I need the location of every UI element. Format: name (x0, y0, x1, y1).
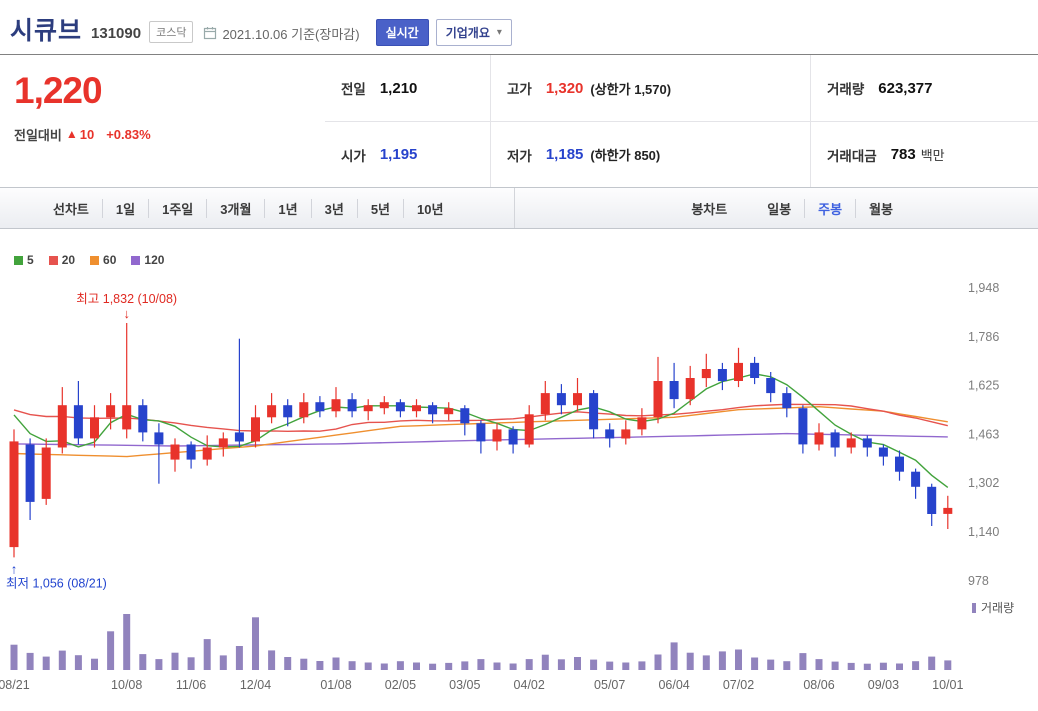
field-high: 고가 1,320 (상한가 1,570) (490, 55, 810, 121)
svg-text:04/02: 04/02 (514, 678, 545, 692)
ma5-legend-item: 5 (14, 253, 34, 267)
high-value: 1,320 (545, 79, 584, 97)
price-info-panel: 1,220 전일대비 ▲ 10 +0.83% 전일 1,210 고가 1,320… (0, 54, 1038, 187)
svg-text:1,302: 1,302 (968, 476, 999, 490)
stock-chart[interactable]: 978 1,140 1,302 1,463 1,625 1,786 1,948 08/21 10… (0, 273, 1038, 698)
period-tabs: 선차트 1일 1주일 3개월 1년 3년 5년 10년 (0, 188, 516, 228)
field-low: 저가 1,185 (하한가 850) (490, 121, 810, 187)
period-tab-5year[interactable]: 5년 (356, 198, 403, 218)
change-value: 10 (79, 126, 95, 142)
low-label: 저가 (507, 148, 532, 164)
chevron-down-icon: ▾ (496, 26, 502, 38)
svg-text:05/07: 05/07 (594, 678, 625, 692)
candle-tabs: 봉차트 일봉 주봉 월봉 (678, 188, 1038, 228)
calendar-icon (203, 26, 217, 40)
period-tab-3year[interactable]: 3년 (310, 198, 357, 218)
ma120-color-swatch (131, 255, 141, 265)
lower-limit: (하한가 850) (590, 148, 661, 163)
field-open: 시가 1,195 (325, 121, 490, 187)
price-change-row: 전일대비 ▲ 10 +0.83% (14, 125, 325, 144)
upper-limit: (상한가 1,570) (590, 81, 672, 97)
chart-section: 5 20 60 120 978 1,140 1,302 1,463 1,625 1,786… (0, 253, 1038, 698)
period-tab-1year[interactable]: 1년 (264, 198, 310, 218)
svg-text:1,463: 1,463 (968, 428, 999, 442)
stock-name: 시큐브 (10, 17, 83, 45)
svg-text:↓: ↓ (123, 306, 130, 321)
prev-close-value: 1,210 (379, 79, 418, 97)
ma120-legend-item: 120 (131, 253, 164, 267)
ma5-color-swatch (14, 255, 23, 265)
reference-date: 2021.10.06 기준(장마감) (222, 26, 360, 42)
ma-legend: 5 20 60 120 (14, 253, 1038, 267)
realtime-button[interactable]: 실시간 (375, 18, 429, 46)
svg-text:↑: ↑ (11, 561, 18, 576)
open-label: 시가 (341, 148, 366, 164)
high-label: 고가 (507, 82, 532, 97)
prev-close-label: 전일 (341, 82, 366, 97)
chart-tab-bar: 선차트 1일 1주일 3개월 1년 3년 5년 10년 봉차트 일봉 주봉 월봉 (0, 187, 1038, 229)
candle-chart-label[interactable]: 봉차트 (691, 201, 728, 217)
market-badge-kosdaq: 코스닥 (149, 21, 194, 43)
price-fields-grid: 전일 1,210 고가 1,320 (상한가 1,570) 거래량 623,37… (325, 55, 1038, 187)
ma20-legend-item: 20 (48, 253, 76, 267)
svg-text:09/03: 09/03 (868, 678, 899, 692)
ma60-color-swatch (90, 255, 100, 265)
svg-text:08/21: 08/21 (0, 678, 30, 692)
svg-text:11/06: 11/06 (176, 678, 206, 692)
stock-code: 131090 (91, 24, 142, 42)
svg-text:978: 978 (968, 574, 989, 588)
trade-value-label: 거래대금 (827, 148, 877, 164)
svg-text:1,625: 1,625 (968, 379, 999, 393)
candle-tab-weekly[interactable]: 주봉 (804, 198, 855, 218)
period-tab-3month[interactable]: 3개월 (206, 198, 264, 218)
ma60-legend-item: 60 (90, 253, 116, 267)
svg-text:10/08: 10/08 (111, 678, 142, 692)
company-overview-label: 기업개요 (445, 25, 490, 40)
candle-tab-daily[interactable]: 일봉 (767, 201, 792, 217)
svg-text:08/06: 08/06 (803, 678, 834, 692)
up-triangle-icon: ▲ (65, 127, 78, 142)
trade-value-value: 783 (890, 146, 916, 163)
svg-text:01/08: 01/08 (320, 678, 351, 692)
field-volume: 거래량 623,377 (810, 55, 1038, 121)
svg-text:1,140: 1,140 (968, 525, 999, 539)
company-overview-button[interactable]: 기업개요 ▾ (435, 18, 512, 46)
svg-text:12/04: 12/04 (240, 678, 271, 692)
svg-text:02/05: 02/05 (385, 678, 416, 692)
svg-text:거래량: 거래량 (981, 601, 1014, 615)
field-prev-close: 전일 1,210 (325, 55, 490, 121)
svg-text:1,786: 1,786 (968, 330, 999, 344)
svg-text:1,948: 1,948 (968, 281, 999, 295)
ma60-period-label: 60 (103, 253, 117, 267)
svg-text:최고 1,832 (10/08): 최고 1,832 (10/08) (76, 292, 177, 306)
volume-value: 623,377 (878, 79, 933, 97)
ma5-period-label: 5 (27, 253, 34, 267)
period-tab-1day[interactable]: 1일 (101, 198, 148, 218)
ma20-period-label: 20 (61, 253, 76, 267)
low-value: 1,185 (545, 146, 584, 163)
change-percent: +0.83% (106, 126, 151, 142)
current-price: 1,220 (14, 70, 103, 111)
period-tab-line-chart[interactable]: 선차트 (53, 201, 89, 217)
ma120-period-label: 120 (144, 253, 165, 267)
period-tab-1week[interactable]: 1주일 (148, 198, 206, 218)
svg-text:10/01: 10/01 (932, 678, 963, 692)
svg-text:07/02: 07/02 (723, 678, 754, 692)
field-trade-value: 거래대금 783 백만 (810, 121, 1038, 187)
svg-text:최저 1,056 (08/21): 최저 1,056 (08/21) (6, 576, 107, 590)
open-value: 1,195 (379, 146, 418, 163)
change-label: 전일대비 (14, 127, 62, 143)
ma20-color-swatch (48, 255, 58, 265)
volume-label: 거래량 (827, 82, 865, 97)
period-tab-10year[interactable]: 10년 (403, 198, 456, 218)
svg-text:06/04: 06/04 (658, 678, 689, 692)
candle-tab-monthly[interactable]: 월봉 (855, 198, 906, 218)
header: 시큐브 131090 코스닥 2021.10.06 기준(장마감) 실시간 기업… (0, 0, 1038, 54)
trade-value-unit: 백만 (920, 148, 945, 163)
current-price-block: 1,220 전일대비 ▲ 10 +0.83% (0, 55, 325, 187)
svg-text:03/05: 03/05 (449, 678, 480, 692)
